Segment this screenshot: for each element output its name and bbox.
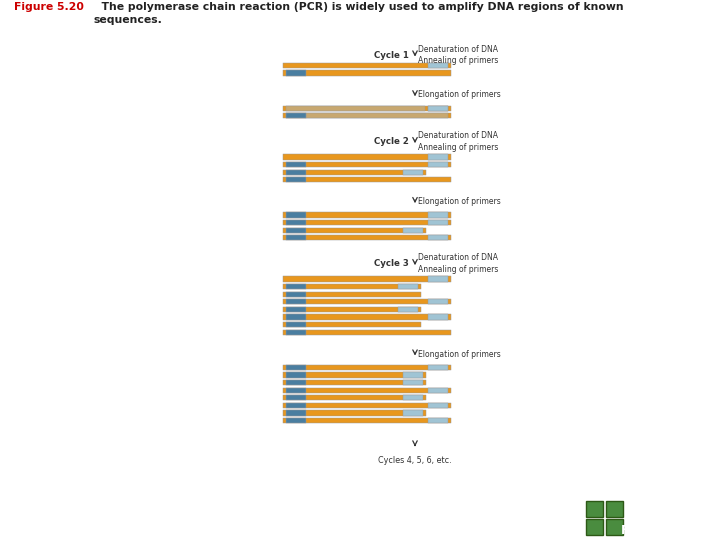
Bar bbox=[283, 329, 451, 335]
Bar bbox=[283, 403, 451, 408]
Bar bbox=[403, 380, 423, 385]
Text: Figure 5.20: Figure 5.20 bbox=[14, 2, 84, 12]
Text: Cycle 1: Cycle 1 bbox=[374, 51, 409, 59]
Bar bbox=[283, 227, 426, 233]
Bar bbox=[428, 388, 448, 393]
Bar bbox=[283, 373, 426, 377]
Text: Cycle 2: Cycle 2 bbox=[374, 137, 409, 146]
Bar bbox=[428, 276, 448, 281]
Bar bbox=[428, 162, 448, 167]
Bar bbox=[286, 212, 306, 218]
Bar bbox=[403, 395, 423, 400]
Bar bbox=[286, 70, 306, 76]
Bar bbox=[286, 113, 306, 118]
Text: Cycle 3: Cycle 3 bbox=[374, 259, 409, 268]
Text: Cycles 4, 5, 6, etc.: Cycles 4, 5, 6, etc. bbox=[378, 456, 452, 465]
Bar bbox=[286, 170, 306, 175]
Bar bbox=[283, 365, 451, 370]
Text: Denaturation of DNA
Annealing of primers: Denaturation of DNA Annealing of primers bbox=[418, 253, 498, 274]
Bar bbox=[586, 501, 603, 517]
Bar bbox=[283, 162, 451, 167]
Bar bbox=[286, 106, 425, 111]
Bar bbox=[286, 322, 306, 327]
Bar bbox=[286, 299, 306, 305]
Bar bbox=[283, 418, 451, 423]
Text: Elongation of primers: Elongation of primers bbox=[418, 197, 500, 206]
Bar bbox=[428, 365, 448, 370]
Bar bbox=[286, 403, 306, 408]
Bar bbox=[586, 519, 603, 535]
Bar bbox=[286, 227, 306, 233]
Bar bbox=[283, 380, 426, 385]
Bar bbox=[428, 63, 448, 68]
Bar bbox=[286, 365, 306, 370]
Bar bbox=[283, 154, 451, 160]
Bar bbox=[286, 162, 306, 167]
Bar bbox=[606, 501, 623, 517]
Text: Denaturation of DNA
Annealing of primers: Denaturation of DNA Annealing of primers bbox=[418, 131, 498, 152]
Bar bbox=[283, 410, 426, 416]
Bar bbox=[283, 284, 421, 289]
Bar bbox=[286, 284, 306, 289]
Bar bbox=[428, 314, 448, 320]
Bar bbox=[283, 276, 451, 281]
Bar bbox=[283, 220, 451, 225]
Bar bbox=[283, 170, 426, 175]
Bar bbox=[283, 106, 451, 111]
Bar bbox=[286, 307, 306, 312]
Bar bbox=[286, 235, 306, 240]
Bar bbox=[283, 177, 451, 183]
Bar bbox=[283, 70, 451, 76]
Text: Elongation of primers: Elongation of primers bbox=[418, 90, 500, 99]
Text: W. H.: W. H. bbox=[628, 506, 657, 516]
Bar bbox=[428, 220, 448, 225]
Bar bbox=[286, 388, 306, 393]
Bar bbox=[398, 284, 418, 289]
Bar bbox=[428, 299, 448, 305]
Bar bbox=[403, 170, 423, 175]
Bar bbox=[283, 212, 451, 218]
Bar bbox=[428, 106, 448, 111]
Text: Copyright © 2013 by W. H. Freeman and Company: Copyright © 2013 by W. H. Freeman and Co… bbox=[245, 514, 475, 523]
Bar bbox=[283, 299, 451, 305]
Bar bbox=[283, 235, 451, 240]
Bar bbox=[283, 292, 421, 297]
Bar bbox=[283, 314, 451, 320]
Bar bbox=[428, 403, 448, 408]
Text: Denaturation of DNA
Annealing of primers: Denaturation of DNA Annealing of primers bbox=[418, 45, 498, 65]
Bar bbox=[286, 373, 306, 377]
Bar bbox=[428, 418, 448, 423]
Bar bbox=[403, 227, 423, 233]
Bar bbox=[286, 177, 306, 183]
Bar bbox=[286, 395, 306, 400]
Text: Molecular Cell Biology,  7th Edition
Lodish et al.: Molecular Cell Biology, 7th Edition Lodi… bbox=[9, 508, 165, 529]
Bar bbox=[286, 329, 306, 335]
Bar bbox=[286, 314, 306, 320]
Bar bbox=[403, 410, 423, 416]
Bar bbox=[428, 106, 448, 111]
Bar bbox=[606, 519, 623, 535]
Text: FREEMAN: FREEMAN bbox=[621, 524, 685, 537]
Bar bbox=[286, 113, 306, 118]
Text: The polymerase chain reaction (PCR) is widely used to amplify DNA regions of kno: The polymerase chain reaction (PCR) is w… bbox=[94, 2, 624, 25]
Bar bbox=[286, 220, 306, 225]
Bar bbox=[283, 322, 421, 327]
Bar bbox=[286, 380, 306, 385]
Bar bbox=[283, 63, 451, 68]
Text: Elongation of primers: Elongation of primers bbox=[418, 349, 500, 359]
Bar bbox=[286, 418, 306, 423]
Bar bbox=[283, 307, 421, 312]
Bar bbox=[398, 307, 418, 312]
Bar bbox=[286, 292, 306, 297]
Bar bbox=[283, 395, 426, 400]
Bar bbox=[428, 154, 448, 160]
Bar bbox=[283, 113, 451, 118]
Bar bbox=[428, 212, 448, 218]
Bar bbox=[283, 388, 451, 393]
Bar bbox=[286, 410, 306, 416]
Bar bbox=[403, 373, 423, 377]
Bar bbox=[306, 113, 448, 118]
Bar bbox=[428, 235, 448, 240]
